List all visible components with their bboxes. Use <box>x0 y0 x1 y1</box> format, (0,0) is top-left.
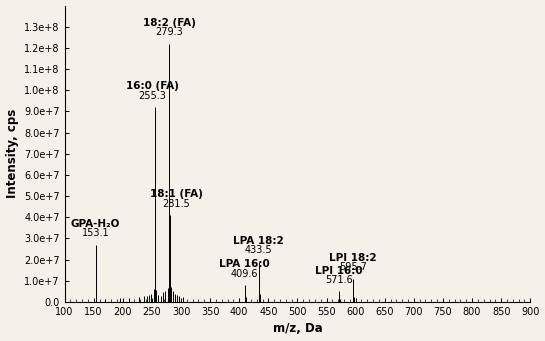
Text: 16:0 (FA): 16:0 (FA) <box>126 81 179 91</box>
Text: 281.5: 281.5 <box>162 199 190 209</box>
Text: LPA 18:2: LPA 18:2 <box>233 236 284 246</box>
Text: LPA 16:0: LPA 16:0 <box>220 259 270 269</box>
Text: LPI 16:0: LPI 16:0 <box>316 266 363 276</box>
Text: 18:1 (FA): 18:1 (FA) <box>150 189 203 199</box>
Text: 153.1: 153.1 <box>82 228 110 238</box>
Text: LPI 18:2: LPI 18:2 <box>329 253 377 263</box>
Y-axis label: Intensity, cps: Intensity, cps <box>5 109 19 198</box>
Text: 18:2 (FA): 18:2 (FA) <box>143 18 196 28</box>
Text: 433.5: 433.5 <box>245 246 272 255</box>
X-axis label: m/z, Da: m/z, Da <box>272 323 322 336</box>
Text: 595.7: 595.7 <box>339 262 367 272</box>
Text: 279.3: 279.3 <box>155 27 183 37</box>
Text: GPA-H₂O: GPA-H₂O <box>71 219 120 229</box>
Text: 571.6: 571.6 <box>325 275 353 285</box>
Text: 255.3: 255.3 <box>138 91 166 101</box>
Text: 409.6: 409.6 <box>231 269 258 279</box>
